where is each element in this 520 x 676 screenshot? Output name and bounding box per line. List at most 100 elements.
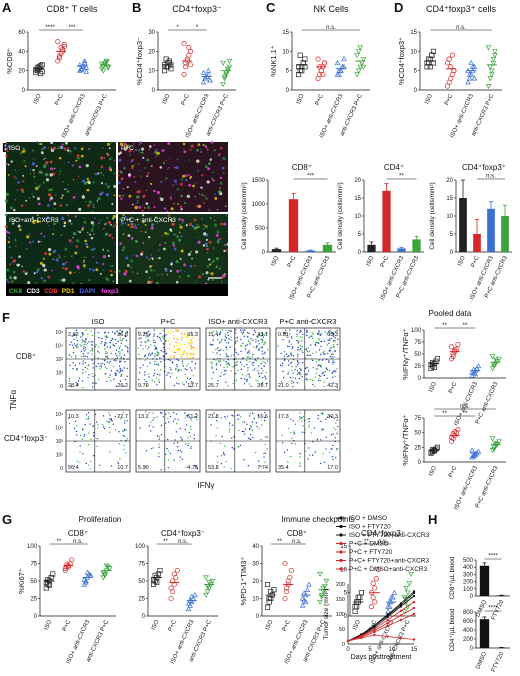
event-dot bbox=[247, 356, 249, 358]
cell-dot bbox=[164, 231, 167, 235]
event-dot bbox=[194, 330, 197, 333]
event-dot bbox=[169, 355, 172, 358]
event-dot bbox=[266, 448, 268, 450]
event-dot bbox=[150, 421, 152, 423]
cell-dot bbox=[123, 272, 127, 276]
event-dot bbox=[152, 419, 154, 421]
cell-dot bbox=[173, 210, 175, 212]
event-dot bbox=[251, 412, 254, 415]
event-dot bbox=[97, 346, 100, 348]
y-tick-label: 10 bbox=[410, 49, 417, 55]
event-dot bbox=[297, 342, 299, 344]
cell-dot bbox=[10, 160, 13, 163]
event-dot bbox=[215, 330, 218, 332]
data-point bbox=[296, 71, 302, 78]
event-dot bbox=[123, 444, 125, 446]
cell-dot bbox=[192, 184, 195, 188]
cell-dot bbox=[206, 148, 209, 151]
cell-dot bbox=[171, 241, 176, 245]
data-point bbox=[406, 581, 413, 587]
cell-dot bbox=[139, 141, 142, 144]
event-dot bbox=[82, 369, 84, 371]
event-dot bbox=[225, 337, 227, 339]
event-dot bbox=[106, 420, 108, 423]
data-point bbox=[450, 353, 456, 359]
event-dot bbox=[119, 345, 121, 348]
event-dot bbox=[332, 353, 334, 355]
sig-label: n.s. bbox=[326, 25, 336, 31]
event-dot bbox=[332, 444, 334, 447]
quadrant-value: 13.2 bbox=[138, 414, 149, 420]
chart-title: CD8⁺ bbox=[68, 529, 88, 538]
event-dot bbox=[308, 424, 310, 426]
cell-dot bbox=[63, 163, 65, 165]
cell-dot bbox=[202, 224, 206, 227]
cell-dot bbox=[97, 197, 101, 201]
event-dot bbox=[109, 341, 112, 344]
data-point bbox=[470, 63, 476, 69]
series-point bbox=[386, 635, 389, 638]
event-dot bbox=[145, 384, 148, 387]
cell-dot bbox=[50, 167, 54, 171]
event-dot bbox=[190, 346, 192, 348]
event-dot bbox=[284, 359, 286, 361]
event-dot bbox=[125, 452, 127, 454]
event-dot bbox=[211, 366, 213, 368]
series-point bbox=[412, 606, 416, 610]
cell-dot bbox=[58, 156, 62, 160]
y-tick-label: 20 bbox=[252, 579, 259, 585]
event-dot bbox=[91, 373, 93, 375]
data-point bbox=[359, 60, 365, 66]
event-dot bbox=[255, 338, 257, 341]
cell-dot bbox=[22, 270, 26, 273]
cell-dot bbox=[179, 182, 183, 186]
bar bbox=[271, 249, 282, 252]
quadrant-value: 30.3 bbox=[327, 414, 338, 420]
flow-column-label: ISO bbox=[92, 317, 105, 326]
data-point bbox=[265, 604, 271, 610]
event-dot bbox=[181, 360, 184, 362]
cell-dot bbox=[31, 216, 34, 219]
event-dot bbox=[75, 329, 78, 331]
event-dot bbox=[186, 356, 189, 359]
cell-dot bbox=[189, 148, 192, 151]
cell-dot bbox=[32, 158, 35, 160]
event-dot bbox=[219, 333, 221, 336]
panel-letter: F bbox=[2, 310, 10, 325]
cell-dot bbox=[161, 149, 165, 152]
event-dot bbox=[126, 350, 129, 352]
event-dot bbox=[239, 329, 242, 331]
data-point bbox=[354, 53, 360, 59]
event-dot bbox=[179, 456, 181, 458]
data-point bbox=[408, 571, 414, 577]
y-axis-label: CD4⁺/µL blood bbox=[449, 608, 456, 651]
x-tick-label: P+C bbox=[62, 619, 73, 633]
cell-dot bbox=[81, 195, 85, 199]
event-dot bbox=[333, 370, 335, 372]
y-tick-label: 50 bbox=[414, 352, 421, 358]
event-dot bbox=[225, 363, 227, 366]
x-tick-label: ISO bbox=[296, 93, 306, 105]
event-dot bbox=[306, 354, 309, 356]
cell-dot bbox=[112, 184, 115, 187]
x-tick-label: P+C bbox=[380, 255, 391, 269]
cell-dot bbox=[105, 277, 108, 280]
event-dot bbox=[139, 367, 141, 369]
cell-dot bbox=[61, 143, 64, 146]
event-dot bbox=[283, 451, 286, 454]
cell-dot bbox=[37, 197, 40, 201]
series-point bbox=[412, 600, 416, 604]
cell-dot bbox=[100, 182, 104, 185]
event-dot bbox=[156, 351, 158, 353]
event-dot bbox=[87, 416, 90, 418]
sig-label: n.s. bbox=[73, 539, 83, 545]
data-point bbox=[434, 444, 441, 450]
event-dot bbox=[68, 377, 71, 380]
event-dot bbox=[321, 412, 324, 414]
event-dot bbox=[301, 340, 303, 342]
event-dot bbox=[323, 340, 326, 342]
event-dot bbox=[320, 340, 323, 343]
event-dot bbox=[333, 333, 335, 336]
event-dot bbox=[185, 415, 188, 417]
cell-dot bbox=[5, 278, 8, 281]
